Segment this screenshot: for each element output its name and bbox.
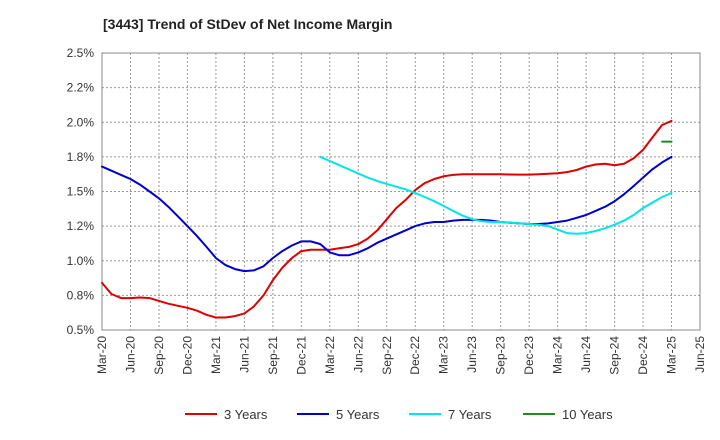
y-tick-label: 1.2%: [67, 219, 95, 233]
series-line-3-years: [101, 119, 673, 319]
x-tick-label: Mar-23: [437, 336, 451, 374]
plot-area-frame: [101, 52, 701, 331]
legend: 3 Years 5 Years 7 Years 10 Years: [185, 407, 613, 422]
y-tick-label: 2.5%: [67, 46, 95, 60]
legend-label: 10 Years: [562, 407, 613, 422]
legend-label: 5 Years: [336, 407, 380, 422]
x-tick-label: Sep-22: [380, 336, 394, 375]
legend-item: 5 Years: [297, 407, 380, 422]
x-tick-label: Mar-24: [551, 336, 565, 374]
x-tick-label: Sep-23: [494, 336, 508, 375]
y-tick-label: 0.8%: [67, 288, 95, 302]
legend-item: 7 Years: [409, 407, 492, 422]
series-line-7-years: [319, 155, 673, 235]
y-tick-label: 1.0%: [67, 254, 95, 268]
x-tick-label: Mar-25: [665, 336, 679, 374]
series-layer: [101, 119, 673, 319]
y-tick-label: 2.0%: [67, 115, 95, 129]
x-tick-label: Mar-22: [323, 336, 337, 374]
y-tick-label: 1.5%: [67, 185, 95, 199]
y-axis: 0.5% 0.8% 1.0% 1.2% 1.5% 1.8% 2.0% 2.2% 2.5%: [67, 46, 95, 337]
x-tick-label: Dec-22: [408, 336, 422, 375]
legend-label: 3 Years: [224, 407, 268, 422]
x-tick-label: Jun-20: [123, 336, 137, 373]
y-tick-label: 2.2%: [67, 81, 95, 95]
x-tick-label: Dec-21: [294, 336, 308, 375]
series-line-5-years: [101, 155, 673, 273]
x-tick-label: Jun-24: [579, 336, 593, 373]
x-tick-label: Jun-25: [693, 336, 707, 373]
y-tick-label: 1.8%: [67, 150, 95, 164]
x-tick-label: Mar-21: [209, 336, 223, 374]
chart-title: [3443] Trend of StDev of Net Income Marg…: [103, 16, 392, 32]
x-tick-label: Dec-24: [636, 336, 650, 375]
legend-item: 3 Years: [185, 407, 268, 422]
x-axis: Mar-20 Jun-20 Sep-20 Dec-20 Mar-21 Jun-21 Sep-…: [95, 336, 707, 375]
legend-item: 10 Years: [523, 407, 613, 422]
x-tick-label: Dec-20: [180, 336, 194, 375]
x-tick-label: Sep-20: [152, 336, 166, 375]
grid-lines: [101, 52, 701, 331]
x-tick-label: Jun-21: [237, 336, 251, 373]
legend-label: 7 Years: [448, 407, 492, 422]
x-tick-label: Jun-22: [351, 336, 365, 373]
x-tick-label: Mar-20: [95, 336, 109, 374]
x-tick-label: Jun-23: [465, 336, 479, 373]
x-tick-label: Sep-24: [608, 336, 622, 375]
x-tick-label: Sep-21: [266, 336, 280, 375]
y-tick-label: 0.5%: [67, 323, 95, 337]
x-tick-label: Dec-23: [522, 336, 536, 375]
